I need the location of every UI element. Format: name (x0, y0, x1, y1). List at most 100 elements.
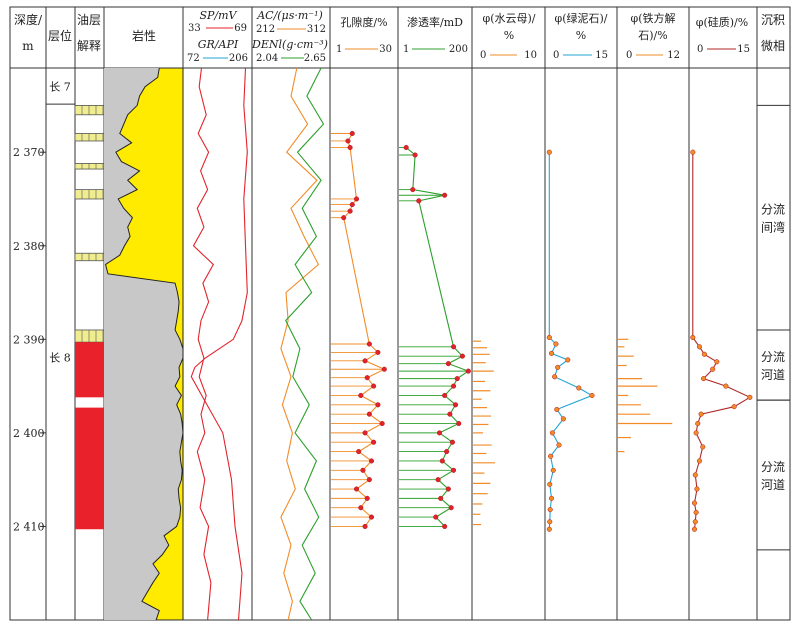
svg-text:GR/API: GR/API (198, 38, 239, 51)
siliceous-curve-point (696, 344, 702, 350)
permeability-curve-point (435, 477, 441, 483)
siliceous-curve-point (710, 366, 716, 372)
log-frame (9, 6, 791, 621)
siliceous-curve-point (701, 376, 707, 382)
porosity-curve-point (366, 477, 372, 483)
permeability-curve-point (412, 152, 418, 158)
permeability-curve-point (456, 420, 462, 427)
chlorite-curve-point (546, 526, 552, 532)
porosity-curve-point (371, 439, 377, 445)
svg-text:15: 15 (737, 44, 750, 55)
svg-text:%: % (576, 29, 586, 42)
depth-tick-label: 2 400 (13, 427, 45, 440)
chlorite-curve-point (556, 442, 562, 448)
porosity-curve-point (349, 130, 355, 137)
lithology-track (104, 68, 184, 620)
porosity-curve-point (375, 402, 381, 408)
svg-text:孔隙度/%: 孔隙度/% (340, 15, 387, 29)
siliceous-curve-point (700, 444, 706, 450)
svg-text:SP/mV: SP/mV (199, 9, 237, 22)
svg-text:石)/%: 石)/% (638, 29, 667, 42)
header-lithology: 岩性 (132, 28, 156, 43)
svg-text:微相: 微相 (761, 39, 785, 53)
chlorite-curve-point (548, 453, 554, 459)
oil-water-interval (74, 252, 105, 262)
chlorite-curve-point (549, 430, 555, 436)
permeability-curve-point (447, 411, 453, 417)
permeability-curve-point (459, 353, 465, 359)
chlorite-curve-point (547, 507, 553, 513)
porosity-curve-point (366, 411, 372, 417)
depth-track: 2 370 2 380 2 390 2 400 2 410 (13, 146, 46, 533)
header-ferrocalcite: φ(铁方解 石)/% 0 12 (626, 11, 680, 61)
porosity-curve-point (358, 505, 364, 511)
permeability-curve-point (465, 368, 471, 374)
chlorite-curve-point (552, 374, 558, 380)
siliceous-curve-point (747, 394, 753, 400)
svg-text:φ(硅质)/%: φ(硅质)/% (696, 16, 748, 29)
siliceous-curve-point (714, 359, 720, 365)
permeability-curve-point (442, 392, 448, 399)
log-curves (190, 68, 753, 620)
svg-text:0: 0 (697, 44, 703, 55)
chlorite-curve-point (576, 385, 582, 391)
permeability-curve-point (450, 467, 457, 473)
porosity-curve-point (360, 467, 366, 473)
chlorite-curve-point (555, 364, 561, 370)
svg-text:2.04: 2.04 (256, 53, 278, 64)
svg-text:DENl(g·cm⁻³): DENl(g·cm⁻³) (251, 38, 328, 51)
chlorite-curve-point (546, 334, 552, 341)
svg-text:渗透率/mD: 渗透率/mD (407, 15, 463, 29)
layer-track: 长 7 长 8 (46, 80, 75, 365)
svg-text:0: 0 (480, 50, 486, 61)
siliceous-curve-point (695, 420, 701, 427)
siliceous-curve-point (690, 334, 696, 341)
permeability-curve (405, 147, 470, 527)
porosity-curve-point (358, 392, 364, 399)
svg-text:2.65: 2.65 (304, 53, 326, 64)
porosity-curve-point (353, 486, 360, 492)
porosity-curve-point (379, 420, 385, 427)
porosity-curve-point (371, 383, 377, 389)
layer-label: 长 8 (49, 352, 71, 365)
permeability-curve-point (442, 523, 448, 529)
porosity-curve-point (366, 341, 372, 347)
sp-curve (190, 68, 248, 620)
siliceous-curve (692, 152, 752, 530)
header-oil: 油层 解释 (77, 13, 101, 53)
svg-text:72: 72 (187, 53, 200, 64)
oil-layer-interval (75, 342, 104, 398)
chlorite-curve-point (589, 392, 595, 399)
layer-label: 长 7 (49, 80, 71, 93)
header-facies: 沉积 微相 (761, 13, 785, 53)
chlorite-curve-point (547, 519, 553, 525)
svg-text:206: 206 (229, 53, 248, 64)
oil-water-interval (74, 133, 105, 142)
porosity-curve-point (353, 196, 360, 202)
siliceous-curve-point (701, 351, 707, 357)
facies-label: 河道 (761, 368, 785, 382)
svg-text:油层: 油层 (77, 13, 101, 27)
chlorite-curve-point (565, 357, 571, 363)
svg-text:m: m (22, 39, 34, 53)
header-hydromica: φ(水云母)/ % 0 10 (480, 12, 537, 61)
chlorite-curve-point (546, 149, 552, 155)
svg-text:200: 200 (449, 44, 468, 55)
den-curve (285, 68, 325, 620)
chlorite-curve-point (550, 467, 556, 473)
header-sp-gr: SP/mV 33 69 GR/API 72 206 (187, 9, 248, 64)
svg-text:10: 10 (524, 50, 537, 61)
svg-text:69: 69 (234, 23, 247, 34)
svg-text:0: 0 (626, 50, 632, 61)
oil-interpretation-track (74, 105, 105, 530)
porosity-curve-point (368, 514, 375, 520)
siliceous-curve-point (694, 486, 700, 492)
siliceous-curve-point (692, 519, 698, 525)
permeability-curve-point (433, 514, 439, 520)
facies-label: 间湾 (761, 220, 785, 235)
depth-tick-label: 2 410 (13, 520, 45, 533)
svg-text:φ(绿泥石)/: φ(绿泥石)/ (555, 11, 608, 25)
oil-layer-interval (75, 407, 104, 530)
facies-label: 分流 (761, 350, 785, 364)
